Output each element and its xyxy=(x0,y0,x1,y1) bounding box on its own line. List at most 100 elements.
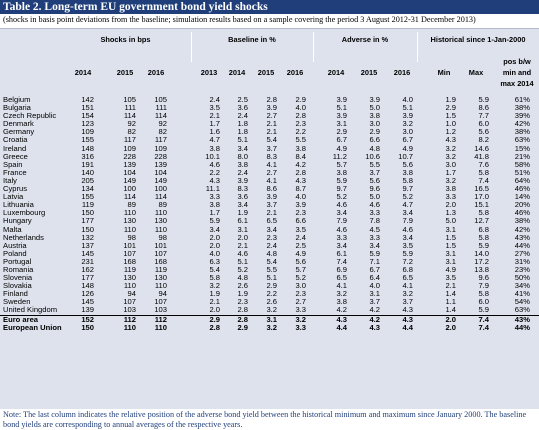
table-cell: 17.0 xyxy=(474,192,489,202)
table-cell: 150 xyxy=(81,322,94,332)
table-cell: 4.6 xyxy=(209,159,220,169)
table-subtitle: (shocks in basis point deviations from t… xyxy=(3,15,476,24)
table-cell: 1.2 xyxy=(445,127,456,137)
table-cell: 1.0 xyxy=(445,119,456,129)
table-row: Greece 316 228 228 10.1 8.0 8.3 8.4 11.2 10.6 10.7… xyxy=(0,151,539,161)
table-cell: 155 xyxy=(81,192,94,202)
table-cell: 107 xyxy=(154,248,167,258)
country-name: Hungary xyxy=(3,216,32,226)
table-cell: 112 xyxy=(123,314,136,324)
table-cell: 3.2 xyxy=(402,289,413,299)
table-cell: 7.8 xyxy=(369,216,380,226)
table-cell: 177 xyxy=(81,273,94,283)
table-cell: 89 xyxy=(127,200,136,210)
table-cell: 5.1 xyxy=(237,256,248,266)
country-name: France xyxy=(3,167,27,177)
table-cell: 5.0 xyxy=(369,103,380,113)
table-cell: 3.7 xyxy=(402,297,413,307)
table-cell: 6.1 xyxy=(237,216,248,226)
table-cell: 107 xyxy=(123,297,136,307)
country-name: Romania xyxy=(3,264,34,274)
table-row: Portugal 231 168 168 6.3 5.1 5.4 5.6 7.4 7.1 7.2 3.… xyxy=(0,256,539,266)
table-cell: 6.4 xyxy=(369,273,380,283)
table-cell: 3.5 xyxy=(402,240,413,250)
table-cell: 5.6 xyxy=(478,127,489,137)
table-cell: 98 xyxy=(158,232,167,242)
table-cell: 5.8 xyxy=(478,232,489,242)
table-cell: 1.9 xyxy=(237,208,248,218)
country-name: European Union xyxy=(3,322,62,332)
table-cell: 2.1 xyxy=(266,127,277,137)
table-cell: 2.4 xyxy=(237,111,248,121)
table-cell: 3.8 xyxy=(209,200,220,210)
table-cell: 3.3 xyxy=(336,232,347,242)
table-row: Sweden 145 107 107 2.1 2.3 2.6 2.7 3.8 3.7 3.7 1.1 6… xyxy=(0,298,539,306)
table-cell: 7.7 xyxy=(478,111,489,121)
table-cell: 168 xyxy=(123,256,136,266)
aggregate-row: Euro area 152 112 112 2.9 2.8 3.1 3.2 4.3 4.2 4.3 2… xyxy=(0,314,539,324)
table-cell: 5.2 xyxy=(402,192,413,202)
table-cell: 8.4 xyxy=(295,151,306,161)
country-name: United Kingdom xyxy=(3,305,58,315)
table-cell: 2.6 xyxy=(237,281,248,291)
table-cell: 177 xyxy=(81,216,94,226)
country-name: Malta xyxy=(3,224,22,234)
table-cell: 8.7 xyxy=(295,184,306,194)
table-cell: 6.5 xyxy=(266,216,277,226)
country-name: Netherlands xyxy=(3,232,44,242)
table-cell: 4.3 xyxy=(209,175,220,185)
table-cell: 8.3 xyxy=(237,184,248,194)
year-header: 2016 xyxy=(393,68,411,77)
table-cell: 6.8 xyxy=(478,224,489,234)
table-row: France 140 104 104 2.2 2.4 2.7 2.8 3.8 3.7 3.8 1.7 5… xyxy=(0,167,539,177)
table-cell: 7.1 xyxy=(369,256,380,266)
table-cell: 3.9 xyxy=(336,111,347,121)
table-cell: 110 xyxy=(154,281,167,291)
table-cell: 6.5 xyxy=(336,273,347,283)
table-cell: 82 xyxy=(127,127,136,137)
table-cell: 100 xyxy=(123,184,136,194)
table-cell: 168 xyxy=(154,256,167,266)
table-cell: 137 xyxy=(81,240,94,250)
country-name: Finland xyxy=(3,289,28,299)
table-cell: 228 xyxy=(123,151,136,161)
table-cell: 6.8 xyxy=(402,264,413,274)
table-cell: 2.7 xyxy=(266,111,277,121)
table-cell: 145 xyxy=(81,248,94,258)
table-cell: 8.2 xyxy=(478,135,489,145)
table-cell: 2.9 xyxy=(209,314,220,324)
group-header-baseline: Baseline in % xyxy=(228,35,276,44)
table-cell: 132 xyxy=(81,232,94,242)
table-cell: 4.6 xyxy=(237,248,248,258)
table-cell: 150 xyxy=(81,208,94,218)
table-cell: 2.9 xyxy=(336,127,347,137)
table-cell: 4.2 xyxy=(295,159,306,169)
table-cell: 11.1 xyxy=(205,184,220,194)
table-cell: 3.7 xyxy=(266,143,277,153)
table-cell: 111 xyxy=(124,103,136,113)
table-cell: 20% xyxy=(514,200,530,210)
table-cell: 5.0 xyxy=(445,216,456,226)
year-header: 2014 xyxy=(327,68,345,77)
table-cell: 2.1 xyxy=(209,111,220,121)
table-cell: 2.1 xyxy=(209,297,220,307)
table-cell: 1.5 xyxy=(445,240,456,250)
table-cell: 4.3 xyxy=(295,175,306,185)
country-name: Slovenia xyxy=(3,273,33,283)
table-cell: 4.6 xyxy=(336,224,347,234)
table-cell: 42% xyxy=(514,119,530,129)
country-name: Germany xyxy=(3,127,35,137)
table-cell: 4.3 xyxy=(402,314,413,324)
table-cell: 191 xyxy=(81,159,94,169)
table-cell: 92 xyxy=(158,119,167,129)
table-cell: 4.8 xyxy=(266,248,277,258)
table-cell: 14.6 xyxy=(474,143,489,153)
table-cell: 3.8 xyxy=(209,143,220,153)
table-cell: 3.2 xyxy=(209,281,220,291)
table-row: Denmark 123 92 92 1.7 1.8 2.1 2.3 3.1 3.0 3.2 1.0 6.… xyxy=(0,120,539,128)
table-cell: 14% xyxy=(514,192,530,202)
table-cell: 3.4 xyxy=(237,143,248,153)
table-cell: 3.0 xyxy=(369,119,380,129)
table-cell: 2.4 xyxy=(295,232,306,242)
table-cell: 139 xyxy=(154,159,167,169)
